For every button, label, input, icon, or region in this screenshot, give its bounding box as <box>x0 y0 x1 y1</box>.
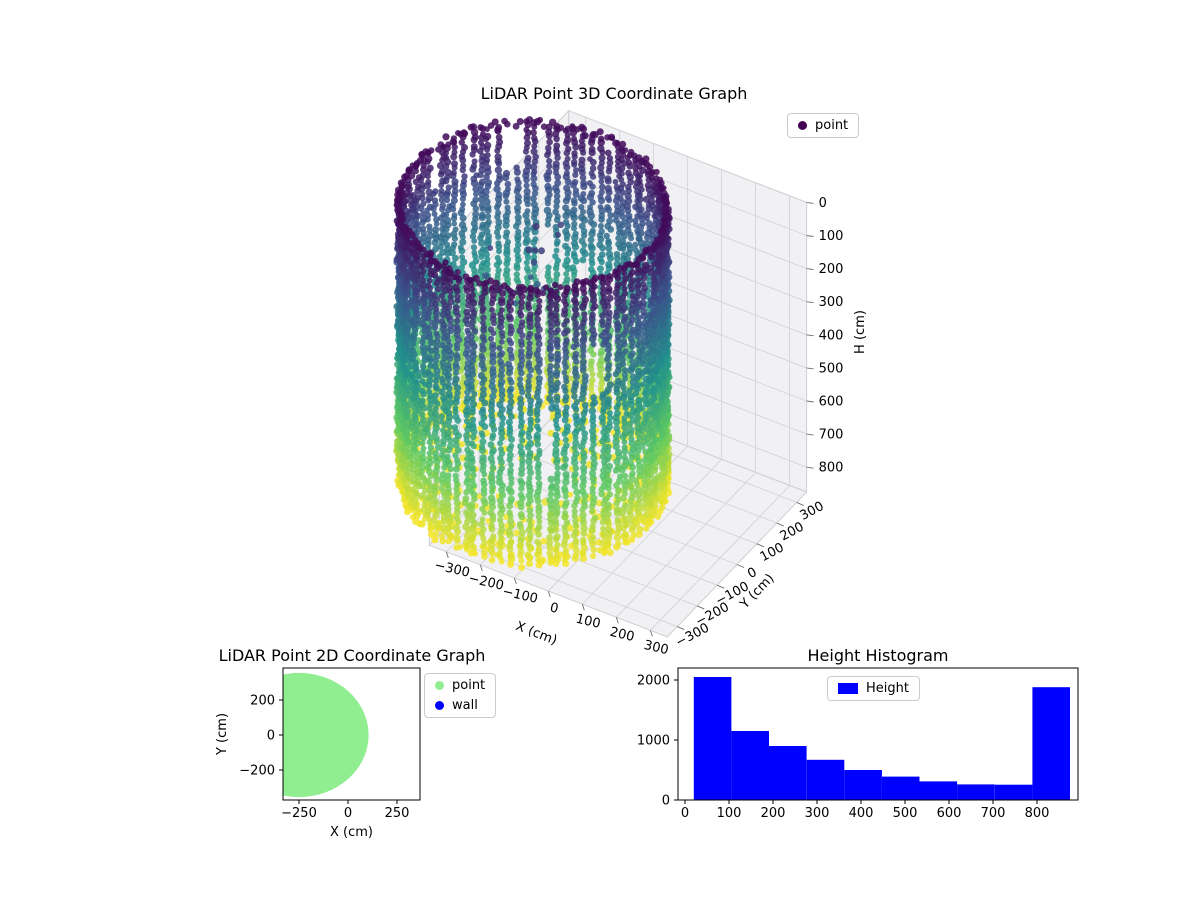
chart-3d-legend: point <box>787 113 860 138</box>
histogram-title: Height Histogram <box>807 646 949 665</box>
wall-marker-icon <box>435 701 444 710</box>
2d-axis-labels: X (cm)Y (cm) <box>215 713 373 840</box>
point-region <box>283 672 369 798</box>
point-marker-icon <box>798 121 807 130</box>
legend-item-point: point <box>435 678 485 693</box>
legend-item-wall: wall <box>435 698 485 713</box>
histogram-spines <box>677 667 1079 801</box>
2d-ticks: 2000−200−250 0 250 <box>239 694 409 822</box>
chart-2d-legend: point wall <box>424 673 497 718</box>
histogram-legend: Height <box>827 676 920 701</box>
legend-label: point <box>815 118 849 133</box>
legend-label: Height <box>866 681 909 696</box>
legend-item-height: Height <box>838 681 909 696</box>
point-cloud <box>393 116 673 571</box>
legend-label: wall <box>452 698 478 713</box>
chart-3d-title: LiDAR Point 3D Coordinate Graph <box>480 84 748 103</box>
2d-spines <box>282 667 421 801</box>
point-marker-icon <box>435 681 444 690</box>
histogram-bars <box>693 677 1070 800</box>
legend-item-point3d: point <box>798 118 848 133</box>
chart-2d-title: LiDAR Point 2D Coordinate Graph <box>218 646 486 665</box>
height-marker-icon <box>838 683 858 694</box>
legend-label: point <box>452 678 486 693</box>
